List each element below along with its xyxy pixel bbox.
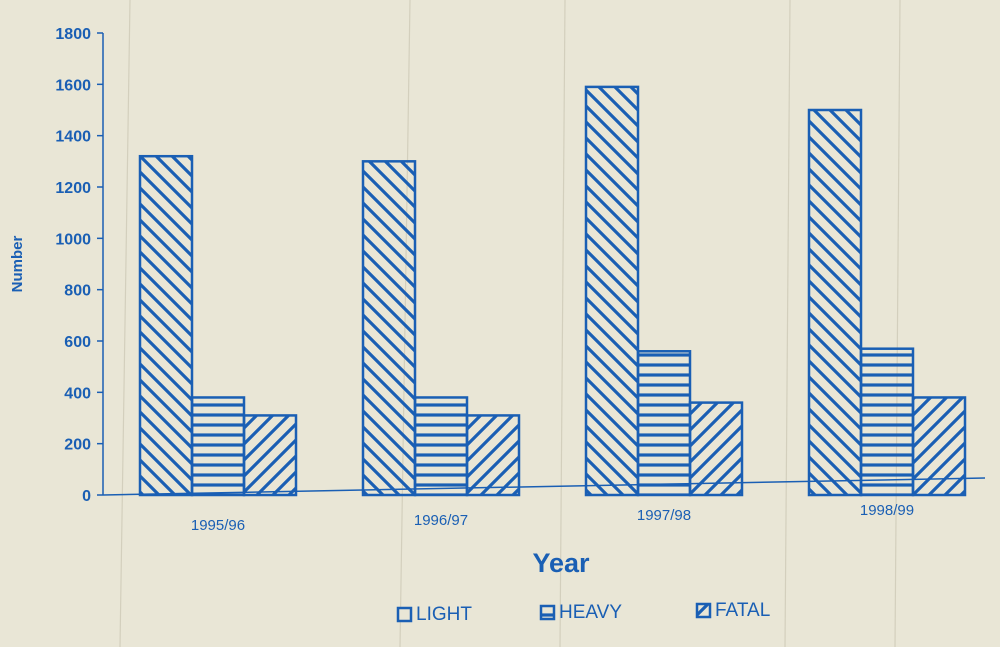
y-tick-label: 1200 [55,180,91,197]
x-axis-title: Year [532,548,590,578]
legend-label-heavy: HEAVY [559,602,622,623]
bar-fatal-1997-98 [688,401,744,497]
x-tick-label: 1997/98 [637,507,691,524]
y-tick-label: 1600 [55,77,91,94]
bar-heavy-1997-98 [636,350,692,497]
legend-swatch-heavy [539,604,556,621]
bar-fatal-1996-97 [465,414,521,497]
y-tick-label: 1800 [55,26,91,43]
bar-light-1997-98 [584,85,640,497]
y-tick-label: 400 [64,385,91,402]
bar-light-1995-96 [138,154,194,497]
y-tick-label: 200 [64,437,91,454]
y-tick-label: 0 [82,488,91,505]
y-tick-label: 1000 [55,231,91,248]
bar-light-1996-97 [361,160,417,497]
bar-fatal-1998-99 [911,396,967,497]
bar-heavy-1995-96 [190,396,246,497]
bar-heavy-1996-97 [413,396,469,497]
y-tick-label: 800 [64,283,91,300]
legend-swatch-light [396,606,413,623]
bar-fatal-1995-96 [242,414,298,497]
x-tick-label: 1998/99 [860,502,914,519]
y-tick-label: 1400 [55,129,91,146]
legend-swatch-fatal [695,602,712,619]
legend-label-light: LIGHT [416,604,472,625]
paper-texture [119,0,901,647]
bar-heavy-1998-99 [859,347,915,497]
legend-label-fatal: FATAL [715,600,770,621]
x-tick-label: 1995/96 [191,517,245,534]
bar-light-1998-99 [807,108,863,497]
y-axis-title: Number [9,236,26,293]
x-tick-label: 1996/97 [414,512,468,529]
y-tick-label: 600 [64,334,91,351]
